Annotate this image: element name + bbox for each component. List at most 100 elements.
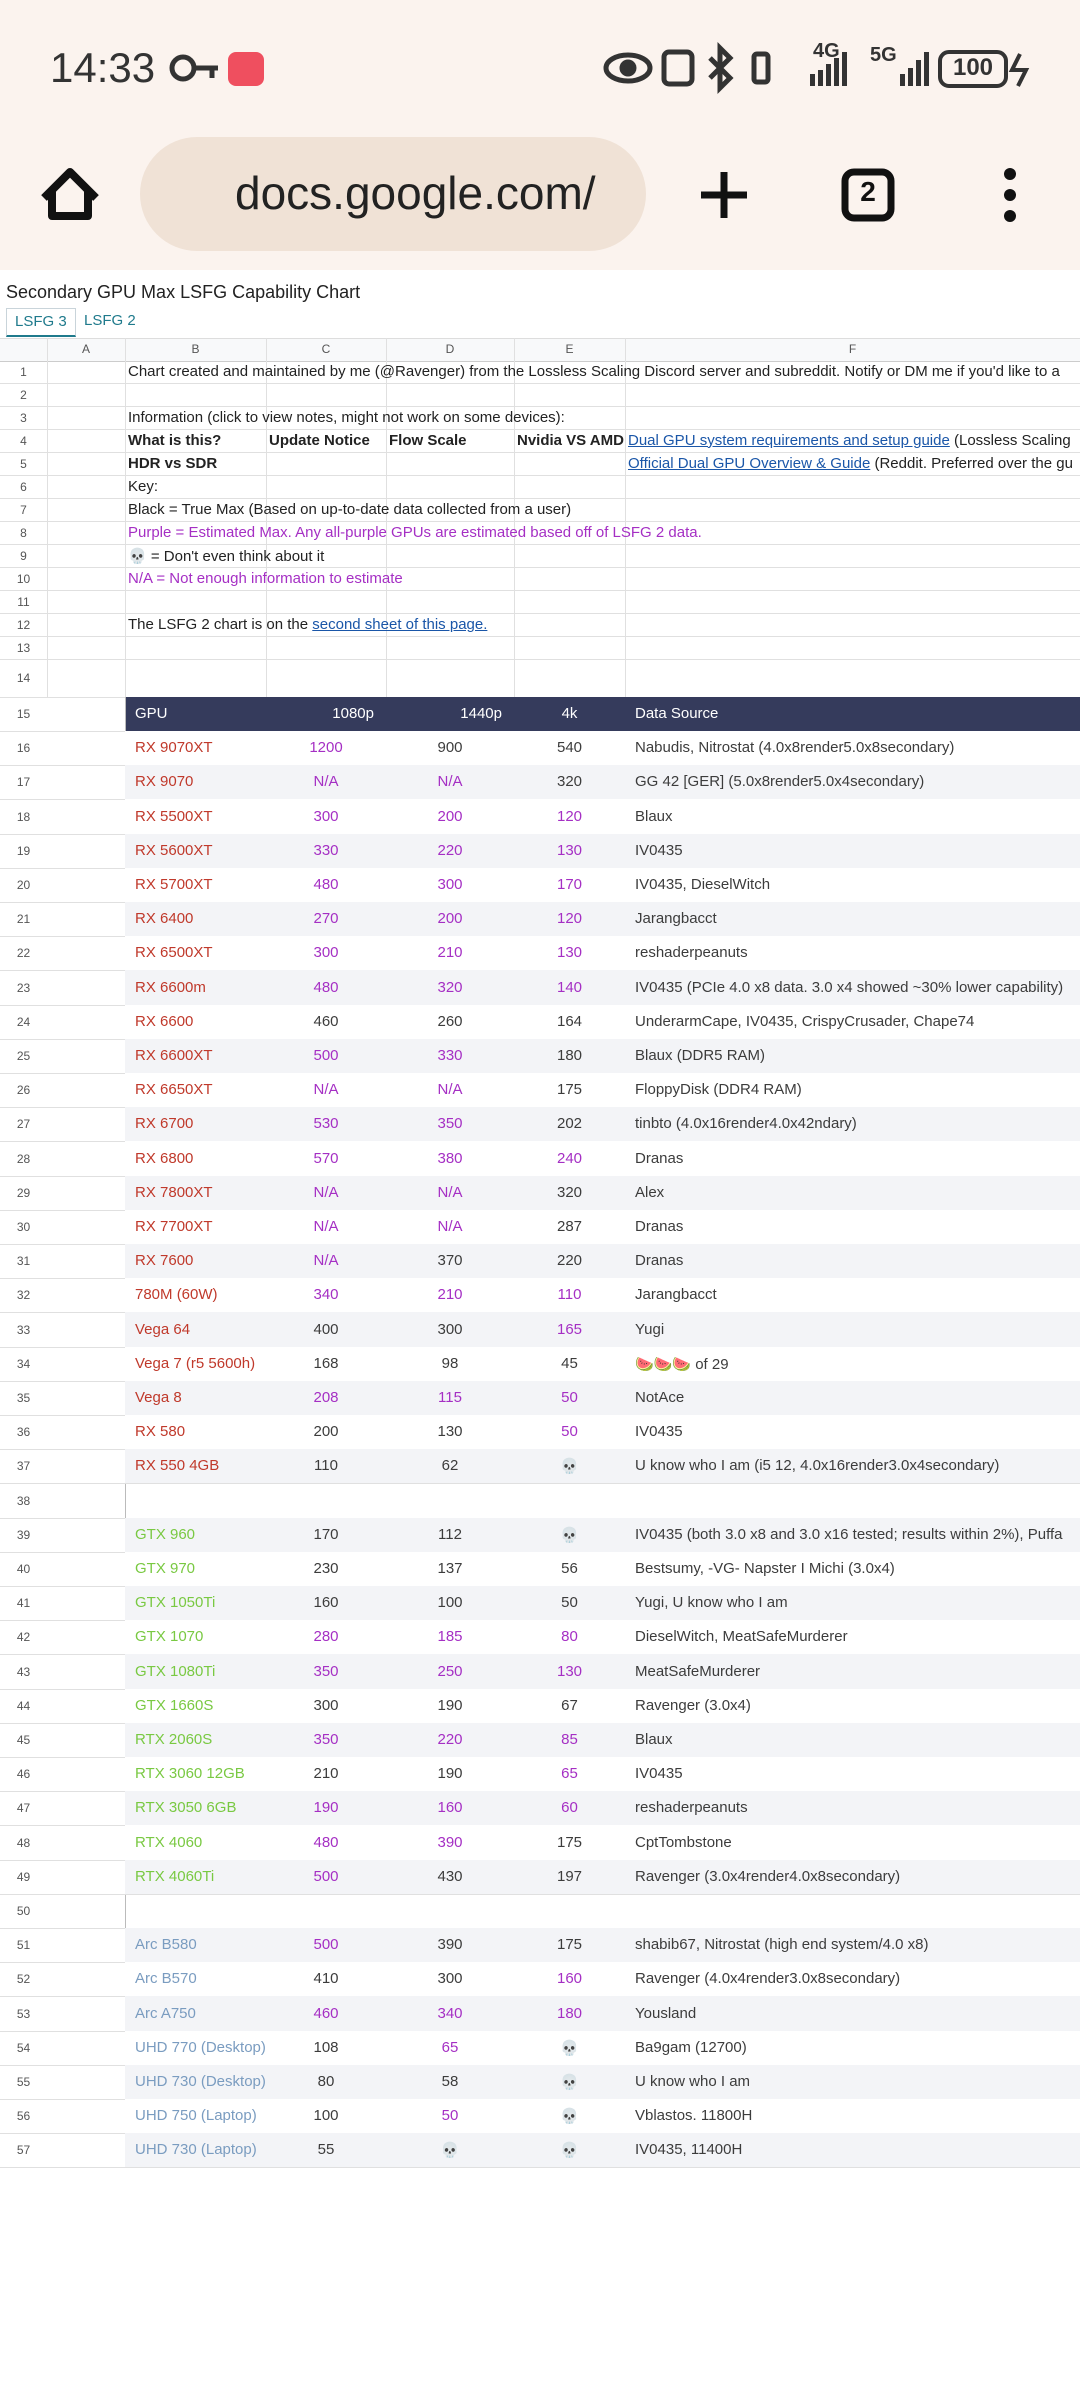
- cell-divider: [386, 521, 387, 544]
- cell-divider: [125, 636, 126, 659]
- fps-value: 58: [441, 2072, 459, 2090]
- row-bg: [125, 1859, 1080, 1894]
- cell-divider: [514, 475, 515, 498]
- cell-divider: [514, 498, 515, 521]
- fps-value: 190: [437, 1765, 463, 1783]
- row-bg: [125, 2133, 1080, 2168]
- fps-value: 180: [556, 1046, 583, 1064]
- cell-divider: [266, 544, 267, 567]
- row-divider: [0, 590, 1080, 591]
- fps-value: 120: [556, 807, 583, 825]
- row-number: 44: [16, 1698, 31, 1713]
- gpu-name: Arc B570: [135, 1970, 197, 1988]
- fps-value: 140: [556, 978, 583, 996]
- row-bg: [125, 970, 1080, 1005]
- cell-divider: [386, 544, 387, 567]
- url-bar[interactable]: [140, 137, 646, 251]
- table-header-cell: 1440p: [460, 705, 502, 722]
- gpu-name: UHD 730 (Laptop): [135, 2141, 257, 2159]
- note-text: Key:: [128, 477, 159, 495]
- link[interactable]: Dual GPU system requirements and setup g…: [628, 431, 950, 449]
- gpu-name: RX 5500XT: [135, 807, 213, 825]
- row-number: 22: [16, 946, 31, 961]
- cell-divider: [125, 521, 126, 544]
- fps-value: N/A: [313, 1217, 339, 1235]
- data-source: CptTombstone: [635, 1833, 732, 1851]
- fps-value: 120: [556, 910, 583, 928]
- cell-divider: [514, 659, 515, 697]
- fps-value: 340: [313, 1286, 339, 1304]
- note-cell[interactable]: HDR vs SDR: [128, 454, 218, 472]
- cell-divider: [514, 544, 515, 567]
- sheet-tab[interactable]: LSFG 2: [84, 312, 136, 329]
- text-cell: Purple = Estimated Max. Any all-purple G…: [128, 524, 1080, 541]
- fps-value: 65: [441, 2038, 459, 2056]
- row-number: 51: [16, 1938, 31, 1953]
- fps-value: 410: [313, 1970, 339, 1988]
- fps-value: 220: [556, 1252, 583, 1270]
- data-source: Blaux: [635, 1730, 673, 1748]
- link-cell: Dual GPU system requirements and setup g…: [628, 432, 1080, 449]
- fps-value: 170: [313, 1525, 339, 1543]
- gpu-name: Arc A750: [135, 2004, 196, 2022]
- fps-value: 80: [561, 1628, 578, 1646]
- data-source: MeatSafeMurderer: [635, 1662, 761, 1680]
- note-cell[interactable]: Flow Scale: [389, 431, 467, 449]
- text-cell: 💀 = Don't even think about it: [128, 547, 1080, 565]
- cell-divider: [125, 498, 126, 521]
- column-letter: A: [81, 342, 90, 356]
- column-letter: C: [321, 342, 331, 356]
- row-number: 25: [16, 1048, 31, 1063]
- cell-divider: [47, 498, 48, 521]
- note-cell[interactable]: What is this?: [128, 431, 222, 449]
- note-cell[interactable]: Nvidia VS AMD: [517, 431, 624, 449]
- row-bg: [125, 1996, 1080, 2031]
- gpu-name: GTX 1080Ti: [135, 1662, 216, 1680]
- gpu-name: GTX 1660S: [135, 1696, 214, 1714]
- cell-divider: [47, 360, 48, 383]
- row-bg: [125, 1038, 1080, 1073]
- fps-value: 110: [557, 1286, 582, 1304]
- cell-divider: [386, 429, 387, 452]
- row-bg: [125, 1107, 1080, 1142]
- row-number: 5: [20, 456, 27, 471]
- fps-value: 200: [313, 1423, 339, 1441]
- row-number: 13: [16, 640, 31, 655]
- tab-count[interactable]: 2: [860, 176, 876, 207]
- row-number: 53: [16, 2006, 31, 2021]
- link[interactable]: Official Dual GPU Overview & Guide: [628, 454, 871, 472]
- column-letter: F: [848, 342, 857, 356]
- row-number: 30: [16, 1219, 31, 1234]
- gpu-name: GTX 970: [135, 1559, 196, 1577]
- cell-divider: [625, 590, 626, 613]
- cell-divider: [47, 567, 48, 590]
- row-bg: [125, 1551, 1080, 1586]
- row-divider: [0, 429, 1080, 430]
- sheet-tab[interactable]: LSFG 3: [6, 308, 76, 337]
- row-bg: [125, 1073, 1080, 1108]
- row-number: 7: [20, 502, 27, 517]
- cell-divider: [386, 360, 387, 383]
- fps-value: 💀: [440, 2142, 460, 2160]
- gpu-name: RTX 4060: [135, 1833, 203, 1851]
- gpu-name: Vega 64: [135, 1320, 191, 1338]
- fps-value: 165: [556, 1320, 583, 1338]
- fps-value: 💀: [560, 1526, 579, 1544]
- url-text[interactable]: docs.google.com/: [235, 167, 596, 219]
- gpu-name: RX 6600m: [135, 978, 206, 996]
- link[interactable]: second sheet of this page.: [312, 615, 488, 633]
- row-bg: [125, 1175, 1080, 1210]
- cell-divider: [514, 521, 515, 544]
- row-divider: [0, 1893, 1080, 1895]
- gpu-name: RX 6600XT: [135, 1046, 213, 1064]
- fps-value: 45: [561, 1354, 578, 1372]
- cell-divider: [125, 475, 126, 498]
- cell-divider: [266, 498, 267, 521]
- clock: 14:33: [50, 44, 156, 91]
- cell-divider: [625, 659, 626, 697]
- note-cell[interactable]: Update Notice: [269, 431, 370, 449]
- fps-value: 170: [556, 875, 583, 893]
- row-number: 43: [16, 1664, 31, 1679]
- fps-value: 208: [313, 1388, 339, 1406]
